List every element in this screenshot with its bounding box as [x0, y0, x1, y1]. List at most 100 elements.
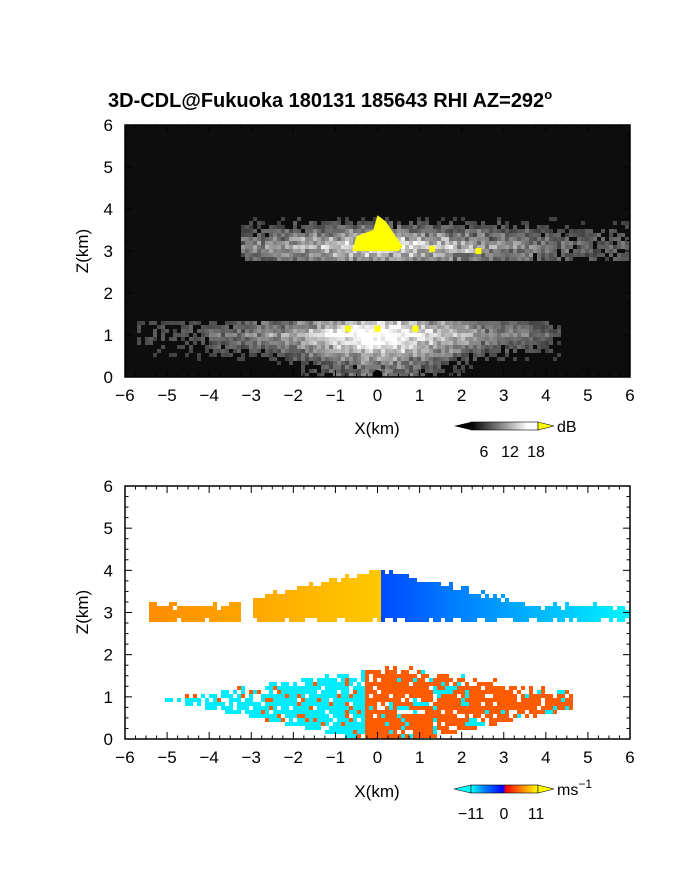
reflectivity-cell [545, 337, 549, 341]
velocity-cell [469, 726, 473, 730]
velocity-cell [437, 714, 441, 718]
reflectivity-cell [245, 245, 249, 249]
velocity-cell [417, 690, 421, 694]
velocity-cell [257, 706, 261, 710]
velocity-cell [297, 710, 301, 714]
velocity-cell [185, 702, 189, 706]
reflectivity-cell [341, 333, 345, 337]
reflectivity-cell [461, 325, 465, 329]
reflectivity-cell [417, 325, 421, 329]
velocity-cell [413, 610, 417, 614]
reflectivity-cell [541, 225, 545, 229]
velocity-cell [441, 714, 445, 718]
velocity-cell [225, 690, 229, 694]
velocity-cell [373, 698, 377, 702]
reflectivity-cell [385, 253, 389, 257]
reflectivity-cell [545, 241, 549, 245]
reflectivity-cell [421, 221, 425, 225]
velocity-cell [153, 602, 157, 606]
velocity-cell [477, 606, 481, 610]
reflectivity-cell [501, 329, 505, 333]
velocity-cell [617, 610, 621, 614]
reflectivity-cell [453, 341, 457, 345]
velocity-cell [513, 618, 517, 622]
velocity-cell [489, 618, 493, 622]
reflectivity-cell [217, 349, 221, 353]
reflectivity-cell [377, 341, 381, 345]
reflectivity-colorbar: dB 6 12 18 [454, 419, 577, 461]
velocity-cell [405, 586, 409, 590]
reflectivity-cell [381, 353, 385, 357]
reflectivity-cell [565, 225, 569, 229]
velocity-cell [501, 602, 505, 606]
velocity-cell [457, 702, 461, 706]
reflectivity-cell [505, 341, 509, 345]
reflectivity-cell [481, 221, 485, 225]
velocity-cell [241, 702, 245, 706]
reflectivity-cell [461, 245, 465, 249]
velocity-cell [417, 582, 421, 586]
velocity-cell [273, 710, 277, 714]
velocity-cell [277, 610, 281, 614]
reflectivity-cell [309, 345, 313, 349]
reflectivity-cell [273, 257, 277, 261]
reflectivity-cell [337, 233, 341, 237]
velocity-cell [529, 690, 533, 694]
velocity-cell [485, 690, 489, 694]
reflectivity-cell [381, 341, 385, 345]
reflectivity-cell [285, 333, 289, 337]
velocity-cell [373, 682, 377, 686]
reflectivity-cell [165, 329, 169, 333]
velocity-cell [377, 590, 381, 594]
velocity-cell [393, 670, 397, 674]
velocity-cell [369, 682, 373, 686]
velocity-cell [249, 710, 253, 714]
velocity-cell [349, 698, 353, 702]
reflectivity-cell [349, 233, 353, 237]
reflectivity-cell [541, 325, 545, 329]
velocity-cell [357, 586, 361, 590]
reflectivity-cell [593, 233, 597, 237]
reflectivity-cell [281, 325, 285, 329]
reflectivity-cell [249, 333, 253, 337]
reflectivity-cell [153, 333, 157, 337]
velocity-cell [437, 618, 441, 622]
reflectivity-cell [453, 241, 457, 245]
reflectivity-cell [405, 249, 409, 253]
reflectivity-cell [385, 341, 389, 345]
velocity-cell [253, 710, 257, 714]
velocity-cell [345, 718, 349, 722]
velocity-cell [345, 578, 349, 582]
reflectivity-cell [549, 329, 553, 333]
velocity-cell [437, 594, 441, 598]
velocity-cell [321, 606, 325, 610]
reflectivity-cell [185, 341, 189, 345]
reflectivity-cell [253, 349, 257, 353]
reflectivity-cell [513, 345, 517, 349]
reflectivity-cell [349, 237, 353, 241]
reflectivity-cell [297, 249, 301, 253]
reflectivity-cell [269, 229, 273, 233]
velocity-cell [385, 602, 389, 606]
velocity-cell [269, 686, 273, 690]
velocity-cell [185, 618, 189, 622]
colorbar-gradient [470, 421, 539, 431]
reflectivity-cell [429, 321, 433, 325]
reflectivity-cell [349, 353, 353, 357]
velocity-cell [529, 694, 533, 698]
reflectivity-cell [269, 225, 273, 229]
reflectivity-cell [473, 345, 477, 349]
reflectivity-cell [489, 325, 493, 329]
reflectivity-cell [201, 341, 205, 345]
reflectivity-cell [453, 369, 457, 373]
velocity-cell [353, 590, 357, 594]
reflectivity-cell [477, 337, 481, 341]
velocity-cell [409, 606, 413, 610]
velocity-cell [373, 574, 377, 578]
velocity-cell [273, 698, 277, 702]
reflectivity-cell [325, 353, 329, 357]
reflectivity-cell [389, 225, 393, 229]
velocity-cell [465, 694, 469, 698]
velocity-cell [521, 606, 525, 610]
reflectivity-cell [625, 225, 629, 229]
